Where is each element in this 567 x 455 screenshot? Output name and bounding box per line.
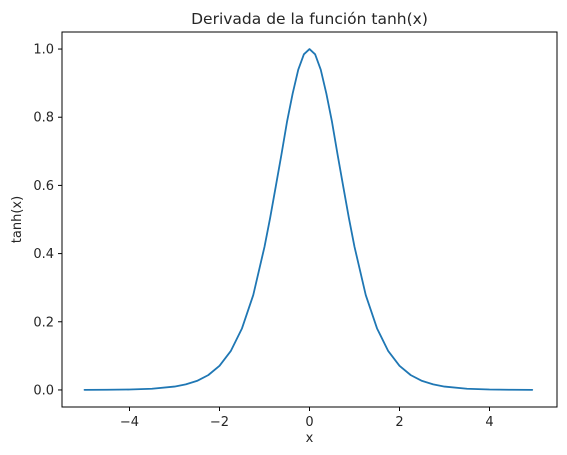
y-tick-label: 0.0 bbox=[33, 383, 54, 398]
x-tick-label: −2 bbox=[210, 415, 229, 430]
y-tick-label: 0.4 bbox=[33, 247, 54, 262]
y-axis-label: tanh(x) bbox=[10, 196, 25, 243]
x-tick-label: −4 bbox=[120, 415, 139, 430]
y-tick-label: 0.2 bbox=[33, 315, 54, 330]
x-tick-label: 4 bbox=[485, 415, 493, 430]
x-tick-label: 2 bbox=[395, 415, 403, 430]
x-axis-label: x bbox=[306, 431, 314, 446]
y-tick-label: 0.6 bbox=[33, 179, 54, 194]
x-tick-label: 0 bbox=[305, 415, 313, 430]
y-tick-label: 1.0 bbox=[33, 43, 54, 58]
plot-area bbox=[62, 32, 557, 407]
y-tick-label: 0.8 bbox=[33, 111, 54, 126]
chart-title: Derivada de la función tanh(x) bbox=[191, 10, 428, 28]
series-line-0 bbox=[83, 48, 534, 391]
